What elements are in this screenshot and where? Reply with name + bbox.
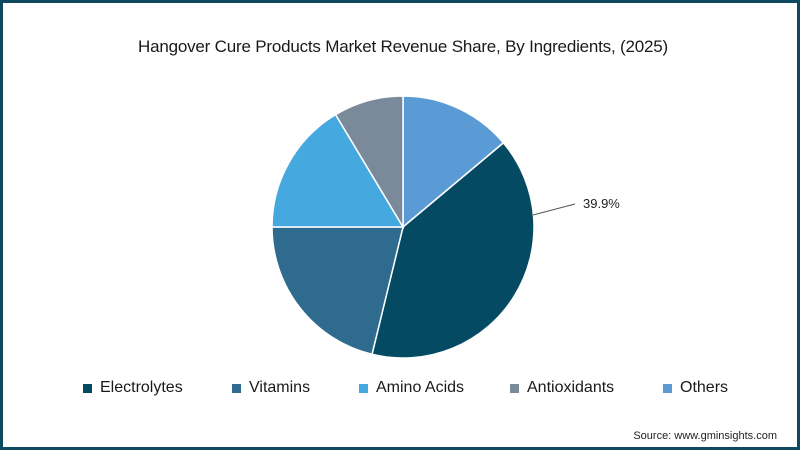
legend-label: Electrolytes [100, 379, 183, 396]
legend-swatch-icon [359, 383, 368, 393]
chart-title: Hangover Cure Products Market Revenue Sh… [138, 37, 668, 56]
legend-item-vitamins[interactable]: Vitamins [232, 379, 310, 397]
electrolytes-data-label: 39.9% [583, 196, 620, 211]
callout-leader-line [532, 203, 576, 216]
legend-swatch-icon [232, 383, 241, 393]
legend-item-electrolytes[interactable]: Electrolytes [83, 379, 183, 397]
pie-slice-vitamins[interactable] [271, 226, 404, 356]
legend-item-others[interactable]: Others [663, 379, 728, 397]
legend-label: Antioxidants [527, 379, 615, 396]
source-note: Source: www.gminsights.com [633, 430, 777, 442]
legend-label: Amino Acids [376, 379, 465, 396]
pie-slice-electrolytes[interactable] [371, 141, 535, 359]
legend-item-amino-acids[interactable]: Amino Acids [359, 379, 464, 397]
pie-slice-others[interactable] [402, 95, 505, 229]
legend-swatch-icon [83, 383, 92, 393]
pie-slices [271, 95, 535, 359]
legend-label: Vitamins [249, 379, 311, 396]
pie-slice-amino-acids[interactable] [271, 113, 405, 228]
legend-swatch-icon [663, 383, 672, 393]
chart-legend: Electrolytes Vitamins Amino Acids Antiox… [3, 379, 800, 399]
pie-slice-antioxidants[interactable] [334, 95, 404, 230]
pie-chart [271, 95, 576, 359]
legend-label: Others [680, 379, 729, 396]
legend-item-antioxidants[interactable]: Antioxidants [510, 379, 614, 397]
legend-swatch-icon [510, 383, 519, 393]
